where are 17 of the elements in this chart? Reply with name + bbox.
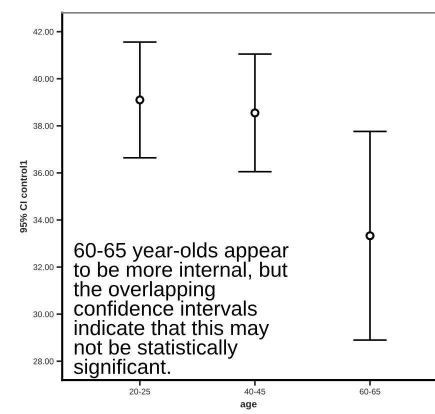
y-tick-label: 28.00 — [33, 358, 54, 364]
y-tick-label: 38.00 — [33, 123, 54, 129]
y-tick-label: 40.00 — [33, 76, 54, 82]
point — [365, 231, 375, 240]
y-tick-label: 42.00 — [33, 28, 54, 35]
y-tick-label: 34.00 — [33, 217, 54, 224]
x-tick-label: 60-65 — [360, 388, 380, 395]
y-tick-label: 32.00 — [33, 264, 54, 270]
point — [135, 95, 144, 104]
x-axis-title: age — [240, 402, 257, 410]
point — [250, 108, 260, 118]
y-tick-label: 36.00 — [33, 170, 54, 176]
x-tick-label: 40-45 — [244, 388, 266, 395]
x-tick-label: 20-25 — [130, 388, 150, 395]
annotation: 60-65 year-olds appear to be more internal, but the overlapping confidence intervals indicate that this may not be statistically significant. — [74, 242, 288, 378]
y-axis-title: 95% CI control1 — [20, 160, 27, 233]
y-tick-label: 30.00 — [33, 311, 54, 318]
